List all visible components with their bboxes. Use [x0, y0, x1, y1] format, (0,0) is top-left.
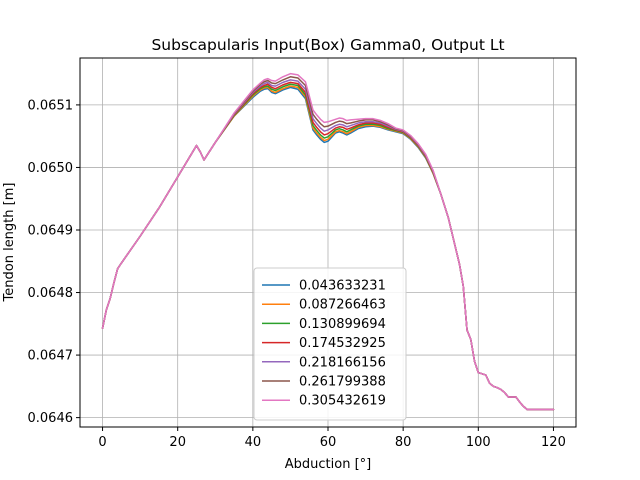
x-tick-label: 80: [395, 435, 412, 450]
legend-box: [253, 267, 407, 421]
x-tick-label: 100: [466, 435, 491, 450]
legend-entry: 0.130899694: [299, 317, 386, 332]
x-tick-label: 0: [98, 435, 106, 450]
series-lines: [101, 72, 555, 411]
x-tick-label: 60: [320, 435, 337, 450]
chart-title: Subscapularis Input(Box) Gamma0, Output …: [151, 36, 504, 54]
legend-entry: 0.218166156: [299, 355, 386, 370]
x-axis-ticks: 0 20 40 60 80 100 120: [98, 427, 566, 450]
x-tick-label: 120: [541, 435, 566, 450]
y-tick-label: 0.0648: [28, 286, 74, 301]
x-axis-label: Abduction [°]: [285, 457, 371, 472]
legend-items: 0.043633231 0.087266463 0.130899694 0.17453…: [262, 279, 386, 409]
x-tick-label: 20: [169, 435, 186, 450]
y-tick-label: 0.0651: [28, 98, 74, 113]
y-tick-label: 0.0649: [28, 223, 74, 238]
legend-entry: 0.043633231: [299, 279, 386, 294]
legend-entry: 0.261799388: [299, 375, 386, 390]
y-tick-label: 0.0647: [28, 349, 74, 364]
legend-entry: 0.087266463: [299, 298, 386, 313]
y-axis-label: Tendon length [m]: [2, 183, 17, 303]
y-tick-label: 0.0650: [28, 161, 74, 176]
y-tick-label: 0.0646: [28, 411, 74, 426]
grid: [80, 58, 576, 427]
legend-entry: 0.174532925: [299, 336, 386, 351]
y-axis-ticks: 0.0646 0.0647 0.0648 0.0649 0.0650 0.0651: [28, 98, 80, 426]
legend-entry: 0.305432619: [299, 394, 386, 409]
series-line-6: [101, 72, 555, 411]
legend: 0.043633231 0.087266463 0.130899694 0.17453…: [253, 267, 407, 421]
x-tick-label: 40: [245, 435, 262, 450]
